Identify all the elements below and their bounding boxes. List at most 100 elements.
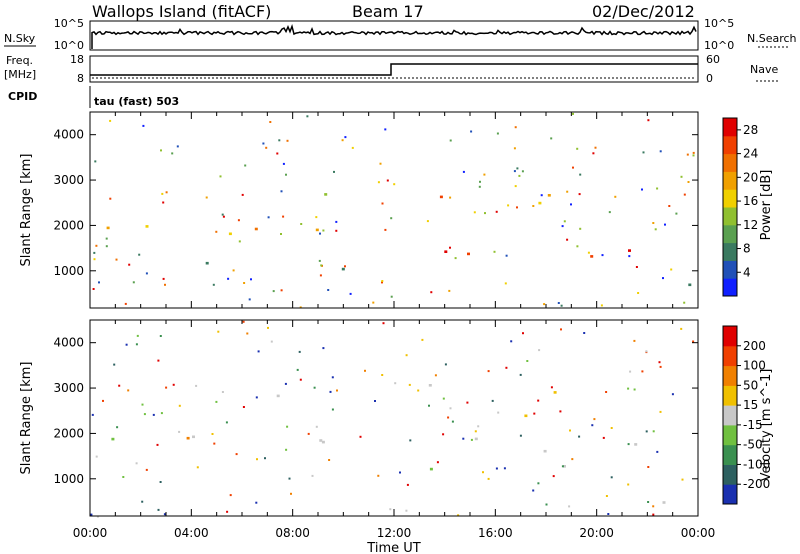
scatter-cell bbox=[405, 354, 408, 357]
scatter-cell bbox=[178, 404, 181, 407]
scatter-cell bbox=[157, 359, 160, 362]
time-tick-labels: 00:00 04:00 08:00 12:00 16:00 20:00 00:00 bbox=[73, 526, 716, 540]
scatter-cell bbox=[176, 145, 179, 148]
scatter-cell bbox=[205, 261, 209, 265]
scatter-cell bbox=[242, 320, 245, 323]
scatter-cell bbox=[602, 436, 605, 439]
scatter-cell bbox=[267, 326, 269, 329]
scatter-cell bbox=[389, 508, 392, 511]
power-panel: 1000 2000 3000 4000 Slant Range [km] 4 8 12 16… bbox=[19, 111, 774, 309]
scatter-cell bbox=[262, 142, 265, 145]
scatter-cell bbox=[232, 269, 235, 272]
scatter-cell bbox=[329, 390, 332, 393]
colorbar-tick-label: 4 bbox=[743, 265, 751, 279]
scatter-cell bbox=[285, 448, 288, 451]
scatter-cell bbox=[135, 462, 138, 465]
scatter-cell bbox=[507, 204, 510, 207]
scatter-cell bbox=[519, 434, 522, 437]
scatter-cell bbox=[543, 303, 546, 306]
scatter-cell bbox=[430, 291, 433, 294]
scatter-cell bbox=[524, 414, 528, 418]
scatter-cell bbox=[226, 510, 229, 513]
scatter-cell bbox=[537, 399, 540, 402]
scatter-cell bbox=[503, 467, 506, 470]
scatter-cell bbox=[165, 191, 168, 194]
scatter-cell bbox=[683, 301, 686, 304]
scatter-cell bbox=[559, 410, 562, 413]
scatter-cell bbox=[462, 437, 465, 440]
colorbar-segment bbox=[723, 171, 737, 190]
scatter-cell bbox=[284, 382, 287, 385]
scatter-cell bbox=[487, 477, 490, 480]
scatter-cell bbox=[377, 181, 380, 184]
noise-left-tick-bottom: 10^0 bbox=[54, 39, 84, 52]
scatter-cell bbox=[647, 501, 650, 503]
scatter-cell bbox=[484, 212, 486, 215]
scatter-cell bbox=[142, 124, 145, 127]
time-tick-label: 16:00 bbox=[478, 526, 513, 540]
colorbar-frame bbox=[722, 325, 738, 505]
scatter-cell bbox=[372, 301, 375, 304]
scatter-cell bbox=[647, 119, 650, 122]
scatter-cell bbox=[269, 121, 272, 123]
scatter-cell bbox=[195, 384, 198, 387]
colorbar-tick-label: -15 bbox=[743, 418, 763, 432]
scatter-cell bbox=[331, 376, 334, 379]
scatter-cell bbox=[122, 476, 125, 478]
scatter-cell bbox=[285, 173, 287, 176]
scatter-cell bbox=[160, 412, 163, 415]
scatter-cell bbox=[449, 246, 451, 249]
scatter-cell bbox=[594, 146, 597, 149]
colorbar-tick-label: 28 bbox=[743, 123, 758, 137]
scatter-cell bbox=[610, 427, 613, 429]
scatter-cell bbox=[300, 223, 303, 225]
scatter-cell bbox=[491, 399, 494, 402]
scatter-cell bbox=[315, 216, 318, 219]
nave-label: Nave bbox=[750, 63, 778, 76]
scatter-cell bbox=[349, 292, 352, 295]
scatter-cell bbox=[377, 474, 380, 477]
scatter-cell bbox=[633, 388, 636, 391]
scatter-cell bbox=[590, 255, 594, 258]
colorbar-segment bbox=[723, 135, 737, 155]
scatter-cell bbox=[545, 503, 548, 506]
beam-label: Beam 17 bbox=[352, 2, 424, 21]
scatter-cell bbox=[102, 399, 104, 402]
scatter-cell bbox=[92, 288, 95, 290]
scatter-cell bbox=[351, 146, 354, 149]
freq-label-top: Freq. bbox=[6, 54, 33, 67]
scatter-cell bbox=[560, 304, 563, 307]
scatter-cell bbox=[607, 513, 610, 515]
scatter-cell bbox=[127, 389, 130, 392]
scatter-cell bbox=[364, 369, 366, 372]
colorbar-tick-label: 12 bbox=[743, 218, 758, 232]
velocity-y-ticks: 1000 2000 3000 4000 bbox=[53, 336, 698, 486]
scatter-cell bbox=[457, 514, 460, 517]
scatter-cell bbox=[318, 259, 321, 262]
scatter-cell bbox=[276, 394, 280, 398]
scatter-cell bbox=[550, 386, 553, 389]
colorbar-segment bbox=[723, 444, 737, 465]
scatter-cell bbox=[505, 366, 508, 369]
frequency-trace bbox=[90, 63, 698, 76]
scatter-cell bbox=[278, 139, 281, 142]
scatter-cell bbox=[344, 265, 346, 268]
scatter-cell bbox=[670, 268, 673, 271]
scatter-cell bbox=[497, 411, 500, 414]
scatter-cell bbox=[321, 440, 325, 444]
scatter-cell bbox=[315, 425, 318, 428]
colorbar-tick-label: 100 bbox=[743, 359, 766, 373]
scatter-cell bbox=[319, 232, 321, 235]
scatter-cell bbox=[379, 162, 382, 165]
scatter-cell bbox=[280, 233, 282, 235]
scatter-cell bbox=[683, 193, 686, 196]
scatter-cell bbox=[514, 185, 517, 188]
colorbar-segment bbox=[723, 260, 737, 279]
scatter-cell bbox=[662, 501, 666, 504]
scatter-cell bbox=[538, 201, 542, 205]
scatter-cell bbox=[641, 370, 644, 373]
colorbar-tick-label: 20 bbox=[743, 170, 758, 184]
scatter-cell bbox=[513, 147, 516, 150]
scatter-cell bbox=[627, 387, 630, 390]
